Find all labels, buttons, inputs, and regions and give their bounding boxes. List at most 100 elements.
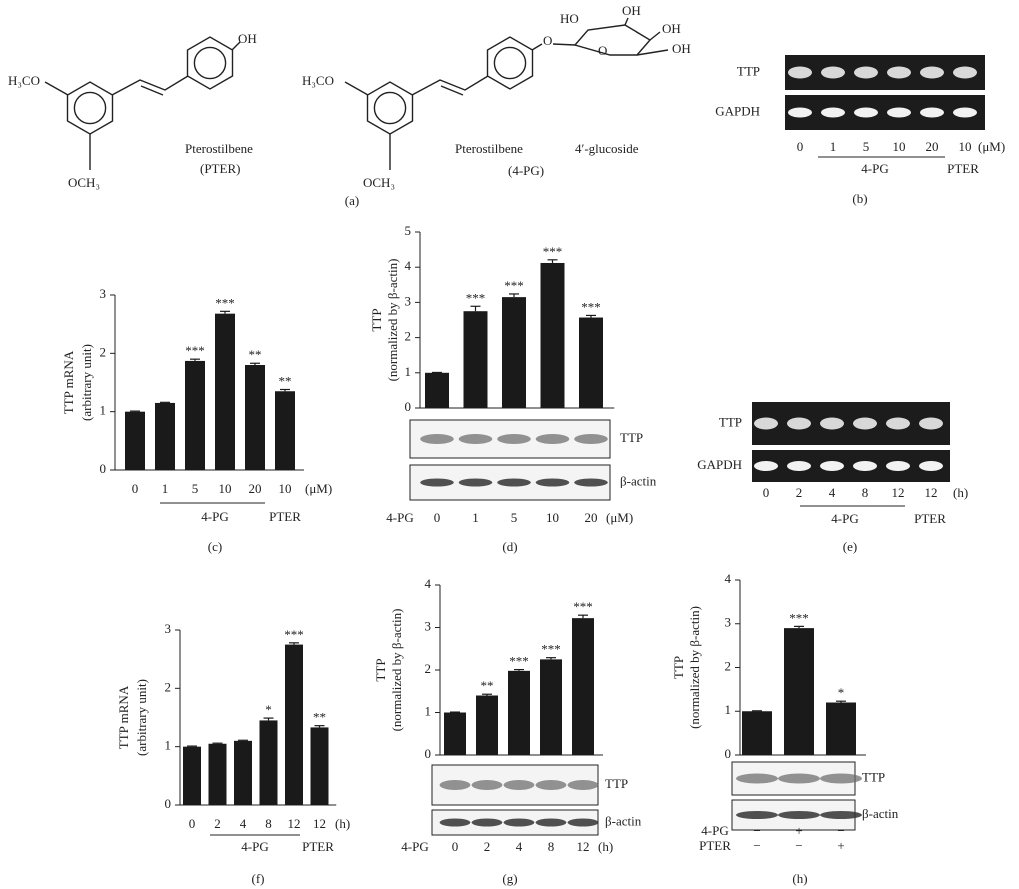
y-tick-label: 0 [165,796,172,811]
unit-label: (μM) [978,139,1005,154]
gel-band [887,66,911,79]
blot-band [471,818,503,827]
y-tick-label: 0 [405,399,412,414]
gel-band [821,66,845,79]
y-tick-label: 1 [425,703,432,718]
y-tick-label: 2 [425,661,432,676]
group-label: PTER [914,511,946,526]
panel-label: (f) [252,871,265,886]
panel-label: (e) [843,539,857,554]
blot-band [420,478,454,487]
y-tick-label: 1 [405,364,412,379]
bar [463,311,488,408]
blot-band [778,811,820,819]
y-tick-label: 3 [725,615,732,630]
error-bar [509,293,519,298]
error-bar [160,401,170,403]
y-tick-label: 3 [425,618,432,633]
aromatic-circle [373,91,407,125]
gel-band [886,461,910,471]
bar [540,659,562,755]
x-tick-label: 20 [585,510,598,525]
compound-name: Pterostilbene [185,141,253,156]
gel-band [820,417,844,430]
benzene-ring [366,81,414,135]
aromatic-circle [193,46,227,80]
significance: *** [284,627,304,642]
error-bar [314,725,325,728]
gel-band [919,461,943,471]
aromatic-circle [73,91,107,125]
x-tick-label: 12 [288,816,301,831]
gel-band [854,107,878,118]
y-axis-label: (normalized by β-actin) [687,606,702,729]
treatment-mark: − [753,823,760,838]
x-tick-label: 1 [472,510,479,525]
blot-band [458,478,493,487]
x-tick-label: 8 [265,816,272,831]
chem-label: H₃CO [302,73,334,88]
error-bar [130,410,140,412]
bar [185,360,205,470]
significance: ** [481,678,494,693]
bar [245,365,265,470]
unit-label: (μM) [305,481,332,496]
group-label: PTER [269,509,301,524]
group-label: PTER [947,161,979,176]
blot-band [778,773,820,784]
error-bar [546,657,556,660]
blot-band [503,780,535,790]
lane-label: 12 [892,485,905,500]
y-tick-label: 3 [165,621,172,636]
gel-band [754,417,778,430]
y-tick-label: 4 [725,571,732,586]
lane-label: 4 [829,485,836,500]
error-bar [514,668,524,671]
chem-label: OH [238,31,257,46]
blot-band [535,434,570,444]
y-tick-label: 2 [165,679,172,694]
lane-label: 10 [959,139,972,154]
unit-label: (h) [598,839,613,854]
bar [234,740,252,805]
gel-band [920,107,944,118]
panel-label: (b) [852,191,867,206]
x-tick-label: 5 [192,481,199,496]
bar [508,670,530,755]
gel-band [886,417,910,430]
gel-band [854,66,878,79]
x-tick-label: 0 [434,510,441,525]
error-bar [220,310,230,314]
blot-band [535,478,570,487]
y-axis-label: TTP [671,656,686,679]
significance: ** [249,347,262,362]
lane-label: 20 [926,139,939,154]
lane-label: 12 [925,485,938,500]
x-tick-label: 4 [240,816,247,831]
row-label: GAPDH [697,457,742,472]
bar [155,402,175,470]
blot-band [567,818,599,827]
blot-band [567,780,599,790]
chem-label: O [543,33,552,48]
blot-band [471,780,503,790]
x-tick-label: 1 [162,481,169,496]
benzene-ring [486,36,534,90]
significance: *** [581,299,601,314]
bar [540,262,565,408]
lane-label: 2 [796,485,803,500]
bar [183,746,201,805]
gel-band [853,461,877,471]
lane-label: 10 [893,139,906,154]
error-bar [482,693,492,696]
benzene-ring [186,36,234,90]
y-tick-label: 0 [425,746,432,761]
error-bar [794,625,804,629]
error-bar [187,745,197,747]
significance: * [265,702,272,717]
significance: *** [541,642,561,657]
treatment-label: PTER [699,838,731,853]
bar [784,628,814,755]
gel-band [820,461,844,471]
